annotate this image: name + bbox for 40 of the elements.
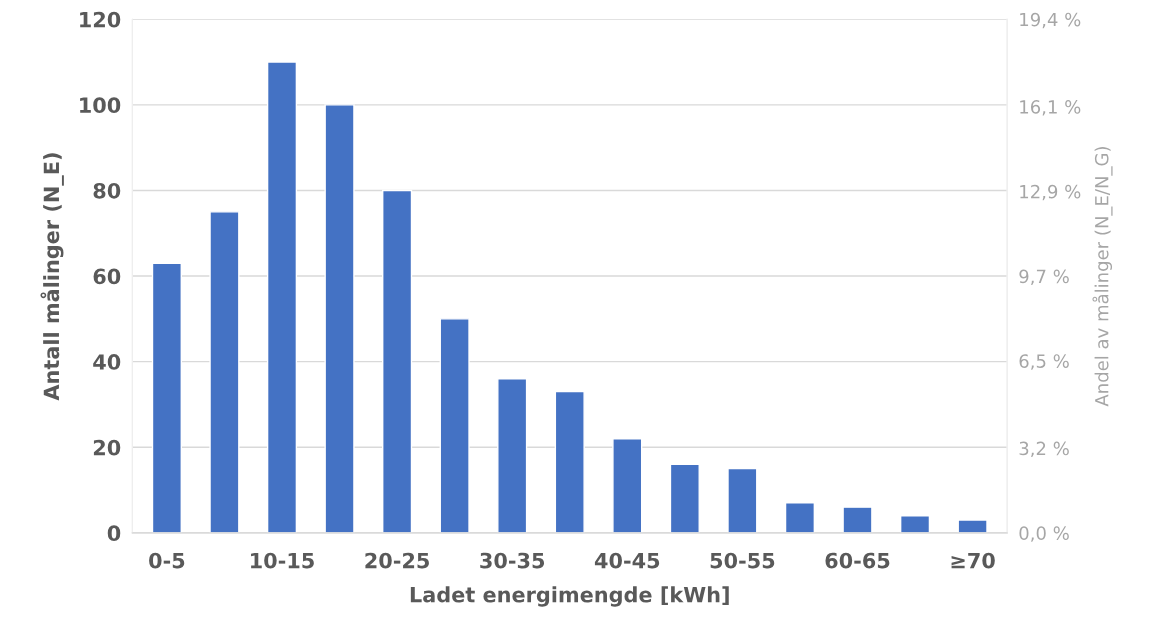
y2-tick-label: 3,2 % [1019, 441, 1069, 458]
bar [439, 318, 470, 533]
bar [209, 211, 240, 533]
y-tick-label: 120 [80, 11, 121, 28]
x-tick-label: 0-5 [149, 552, 185, 569]
x-tick-label: 20-25 [365, 552, 429, 569]
bar [554, 390, 585, 533]
bar [324, 104, 355, 533]
y-tick-label: 0 [107, 525, 121, 542]
y2-axis-title: Andel av målinger (N_E/N_G) [1092, 147, 1113, 407]
y2-tick-label: 12,9 % [1020, 184, 1081, 201]
bar [151, 262, 182, 533]
y2-tick-label: 6,5 % [1019, 354, 1069, 370]
bar [669, 463, 700, 533]
bar [784, 502, 816, 533]
bar [497, 378, 528, 533]
bar [842, 506, 873, 533]
y-tick-label: 80 [93, 182, 121, 199]
y2-tick-label: 9,7 % [1019, 269, 1069, 286]
x-axis-title: Ladet energimengde [kWh] [410, 586, 729, 607]
x-tick-label: 60-65 [825, 552, 890, 569]
x-tick-label: 30-35 [480, 552, 545, 569]
y2-tick-label: 19,4 % [1020, 12, 1081, 29]
y-tick-label: 60 [93, 268, 121, 285]
bar [382, 189, 413, 533]
x-tick-label: 10-15 [251, 552, 314, 569]
y-tick-label: 100 [80, 97, 121, 114]
bar [727, 467, 758, 533]
bar [612, 438, 643, 533]
x-tick-label: 40-45 [594, 552, 660, 569]
y-tick-label: 40 [93, 354, 121, 370]
bar [957, 519, 988, 533]
y2-tick-label: 0,0 % [1019, 526, 1069, 542]
y-tick-label: 20 [93, 439, 121, 456]
y2-tick-label: 16,1 % [1020, 100, 1081, 116]
bar [899, 515, 931, 533]
x-tick-label: 50-55 [710, 552, 775, 569]
y-axis-title: Antall målinger (N_E) [40, 153, 64, 401]
bar [266, 61, 298, 533]
x-tick-label: ≥70 [951, 552, 995, 569]
